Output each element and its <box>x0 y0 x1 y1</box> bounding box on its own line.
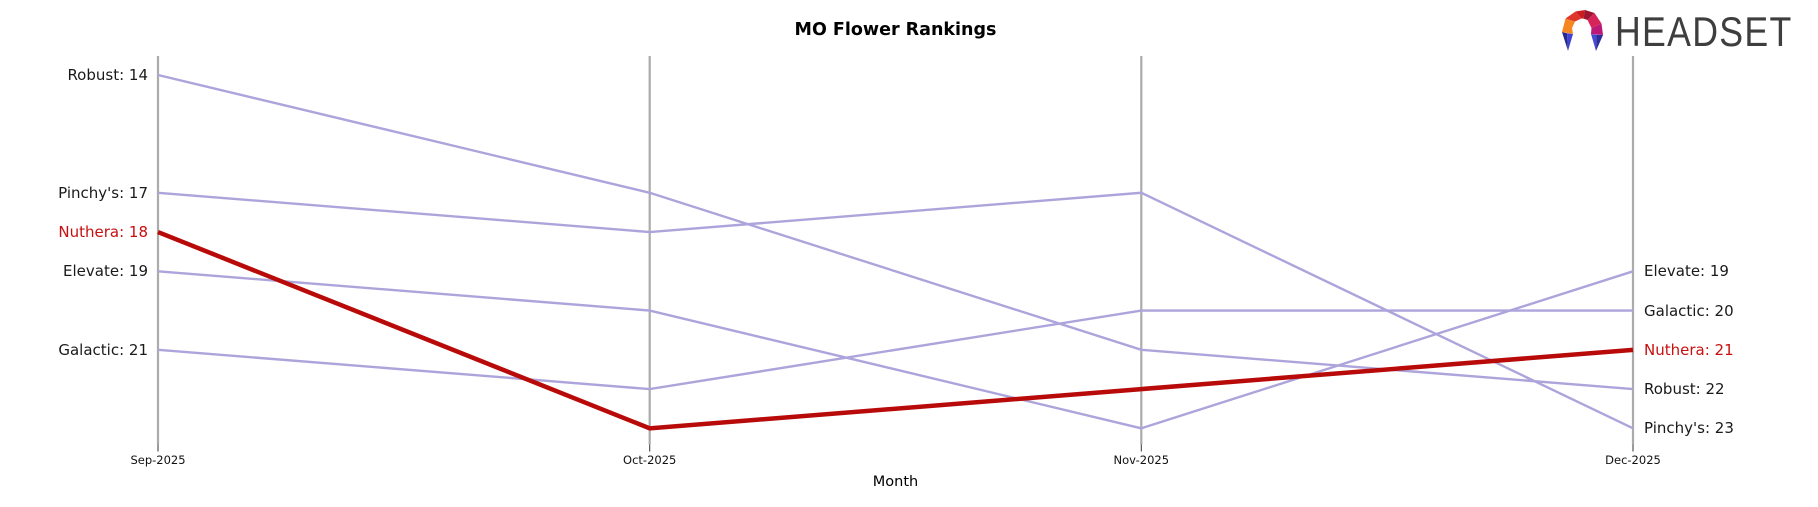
x-axis-title: Month <box>872 474 919 490</box>
series-line-Elevate <box>157 270 1634 430</box>
left-rank-labels: Robust: 14 Pinchy's: 17 Nuthera: 18 Elevate… <box>0 0 148 507</box>
x-tick-label-Nov-2025: Nov-2025 <box>1113 453 1170 467</box>
x-tick-label-Dec-2025: Dec-2025 <box>1605 453 1661 467</box>
headset-logo-icon <box>1562 10 1603 51</box>
left-label-Galactic: Galactic: 21 <box>58 340 148 359</box>
left-label-Elevate: Elevate: 19 <box>63 262 148 281</box>
left-label-Pinchy's: Pinchy's: 17 <box>58 183 148 202</box>
right-label-Pinchy's: Pinchy's: 23 <box>1644 419 1734 438</box>
x-tick-label-Oct-2025: Oct-2025 <box>623 453 677 467</box>
right-label-Nuthera: Nuthera: 21 <box>1644 340 1734 359</box>
right-label-Elevate: Elevate: 19 <box>1644 262 1729 281</box>
headset-logo: HEADSET <box>1560 5 1818 59</box>
series-line-Nuthera <box>157 229 1634 431</box>
chart-title: MO Flower Rankings <box>794 20 997 40</box>
right-label-Robust: Robust: 22 <box>1644 380 1725 399</box>
series-line-Galactic <box>157 309 1633 391</box>
headset-logo-text: HEADSET <box>1615 8 1793 55</box>
right-label-Galactic: Galactic: 20 <box>1644 301 1734 320</box>
x-tick-label-Sep-2025: Sep-2025 <box>130 453 186 467</box>
left-label-Nuthera: Nuthera: 18 <box>58 223 148 242</box>
left-label-Robust: Robust: 14 <box>67 66 148 84</box>
right-rank-labels: Elevate: 19 Galactic: 20 Nuthera: 21 Robust… <box>1644 0 1818 507</box>
